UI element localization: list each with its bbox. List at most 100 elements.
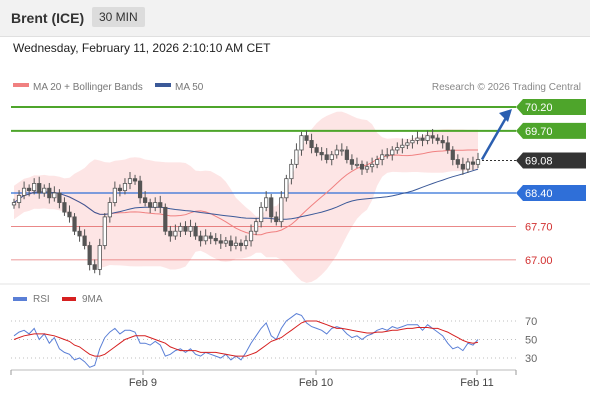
candle-body [173, 230, 178, 237]
last-price-label-box [516, 152, 586, 169]
candle-body [47, 187, 52, 199]
candle-body [243, 240, 249, 246]
candle-body [344, 149, 349, 160]
candle-body [52, 192, 57, 199]
candle-body [304, 135, 309, 141]
candle-body [228, 240, 233, 246]
candle-body [299, 135, 304, 151]
projection-arrow-shaft [480, 115, 509, 161]
ma50-line [13, 168, 479, 220]
timeframe-badge[interactable]: 30 MIN [92, 7, 145, 27]
x-axis-labels: Feb 9 Feb 10 Feb 11 [10, 370, 517, 389]
candle-body [450, 149, 455, 160]
candle-body [168, 230, 173, 237]
red-level-label-4: 67.70 [525, 221, 553, 233]
rsi-tick-label: 30 [525, 353, 537, 365]
ma50-legend-swatch [155, 83, 171, 87]
resistance-label-box-0 [516, 99, 586, 115]
rsi-panel: 70 50 30 [11, 313, 537, 368]
candle-body [153, 202, 158, 208]
candle-body [67, 211, 72, 218]
instrument-name: Brent (ICE) [11, 10, 85, 26]
candle-body [309, 140, 314, 149]
ma20-legend-swatch [13, 83, 29, 87]
candle-body [198, 235, 203, 242]
chart-datetime: Wednesday, February 11, 2026 2:10:10 AM … [13, 41, 271, 55]
candle-body [435, 137, 440, 141]
ma50-legend-label: MA 50 [175, 82, 204, 93]
candle-body [369, 163, 375, 168]
candle-body [127, 178, 133, 184]
bollinger-bands [14, 111, 478, 283]
rsi-tick-label: 50 [525, 335, 537, 347]
candle-body [420, 137, 425, 141]
candle-body [259, 206, 264, 223]
candle-body [385, 154, 390, 157]
candle-body [87, 245, 92, 266]
candle-body [77, 230, 82, 237]
candle-body [400, 144, 405, 149]
candle-body [319, 151, 324, 156]
rsi-ma-line [13, 320, 479, 357]
candle-body [112, 187, 117, 203]
moving-averages [13, 149, 479, 236]
candlesticks [11, 128, 481, 276]
candle-body [349, 159, 355, 165]
candle-body [334, 149, 339, 156]
candle-body [284, 178, 289, 199]
candle-body [158, 202, 163, 208]
candle-body [238, 242, 244, 246]
resistance-label-box-1 [516, 122, 586, 139]
candle-body [405, 142, 410, 146]
resistance-label-0: 70.20 [525, 102, 553, 114]
candle-body [233, 242, 239, 246]
candle-body [339, 149, 344, 152]
candle-body [314, 147, 319, 153]
x-axis-label-feb-10: Feb 10 [299, 377, 333, 389]
bollinger-band-fill [14, 111, 478, 283]
rsi-line [13, 313, 479, 368]
chart-header: Brent (ICE) 30 MIN [0, 0, 590, 37]
candle-body [460, 163, 465, 170]
candle-body [203, 235, 208, 242]
candle-body [213, 237, 218, 242]
candle-body [269, 197, 274, 218]
candle-body [218, 240, 223, 244]
candle-body [294, 149, 299, 165]
candle-body [380, 154, 385, 160]
candle-body [37, 183, 42, 194]
candle-body [107, 202, 112, 218]
candle-body [470, 161, 476, 165]
candle-body [465, 161, 471, 170]
projection-arrow [480, 109, 512, 161]
candle-body [475, 159, 481, 165]
candle-body [430, 135, 435, 139]
candle-body [97, 245, 102, 270]
candle-body [253, 221, 259, 232]
x-axis-label-feb-11: Feb 11 [460, 377, 493, 389]
candle-body [455, 159, 460, 165]
candle-body [289, 163, 294, 180]
support-label-box-3 [516, 185, 586, 201]
candle-body [143, 197, 148, 203]
candle-body [62, 202, 67, 213]
candle-body [178, 226, 183, 232]
candle-body [32, 183, 37, 192]
candle-body [425, 135, 430, 141]
candle-body [183, 226, 188, 232]
rsi-legend-swatch [13, 297, 27, 301]
candle-body [395, 147, 400, 151]
rsi-legend-label: RSI [33, 294, 50, 305]
candle-body [354, 163, 360, 166]
candle-body [440, 140, 445, 144]
candle-body [193, 226, 198, 237]
candle-body [415, 137, 420, 141]
candle-body [445, 142, 450, 151]
candle-body [279, 197, 284, 223]
candle-body [274, 216, 279, 223]
candle-body [117, 187, 123, 192]
candle-body [163, 206, 168, 232]
candle-body [364, 166, 370, 170]
candle-body [248, 230, 254, 242]
candle-body [42, 187, 47, 194]
